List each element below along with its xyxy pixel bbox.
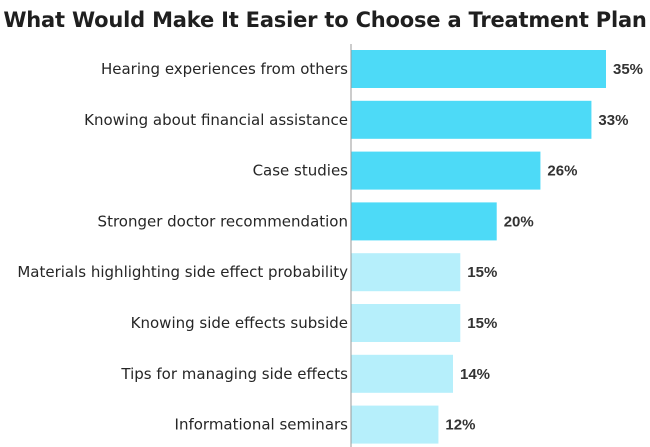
bar-7 xyxy=(351,354,453,393)
value-label-8: 12% xyxy=(445,417,475,434)
category-label-7: Tips for managing side effects xyxy=(120,365,348,383)
category-label-5: Materials highlighting side effect proba… xyxy=(17,263,348,281)
labels-layer: Hearing experiences from others 35% Knowin… xyxy=(17,60,643,434)
value-label-6: 15% xyxy=(467,315,497,332)
value-label-1: 35% xyxy=(613,61,643,78)
category-label-4: Stronger doctor recommendation xyxy=(98,212,348,230)
bar-3 xyxy=(351,151,541,190)
value-label-5: 15% xyxy=(467,264,497,281)
category-label-8: Informational seminars xyxy=(175,416,349,434)
value-label-2: 33% xyxy=(598,112,628,129)
bar-2 xyxy=(351,100,592,139)
category-label-1: Hearing experiences from others xyxy=(101,60,348,78)
bars-layer xyxy=(351,50,606,444)
chart-title: What Would Make It Easier to Choose a Tr… xyxy=(3,8,647,32)
category-label-6: Knowing side effects subside xyxy=(131,314,348,332)
category-label-3: Case studies xyxy=(253,162,349,180)
bar-8 xyxy=(351,405,439,444)
category-label-2: Knowing about financial assistance xyxy=(84,111,348,129)
bar-5 xyxy=(351,253,461,292)
bar-6 xyxy=(351,304,461,342)
bar-4 xyxy=(351,202,497,241)
value-label-4: 20% xyxy=(504,213,534,230)
bar-1 xyxy=(351,50,606,88)
value-label-7: 14% xyxy=(460,366,490,383)
value-label-3: 26% xyxy=(547,163,577,180)
